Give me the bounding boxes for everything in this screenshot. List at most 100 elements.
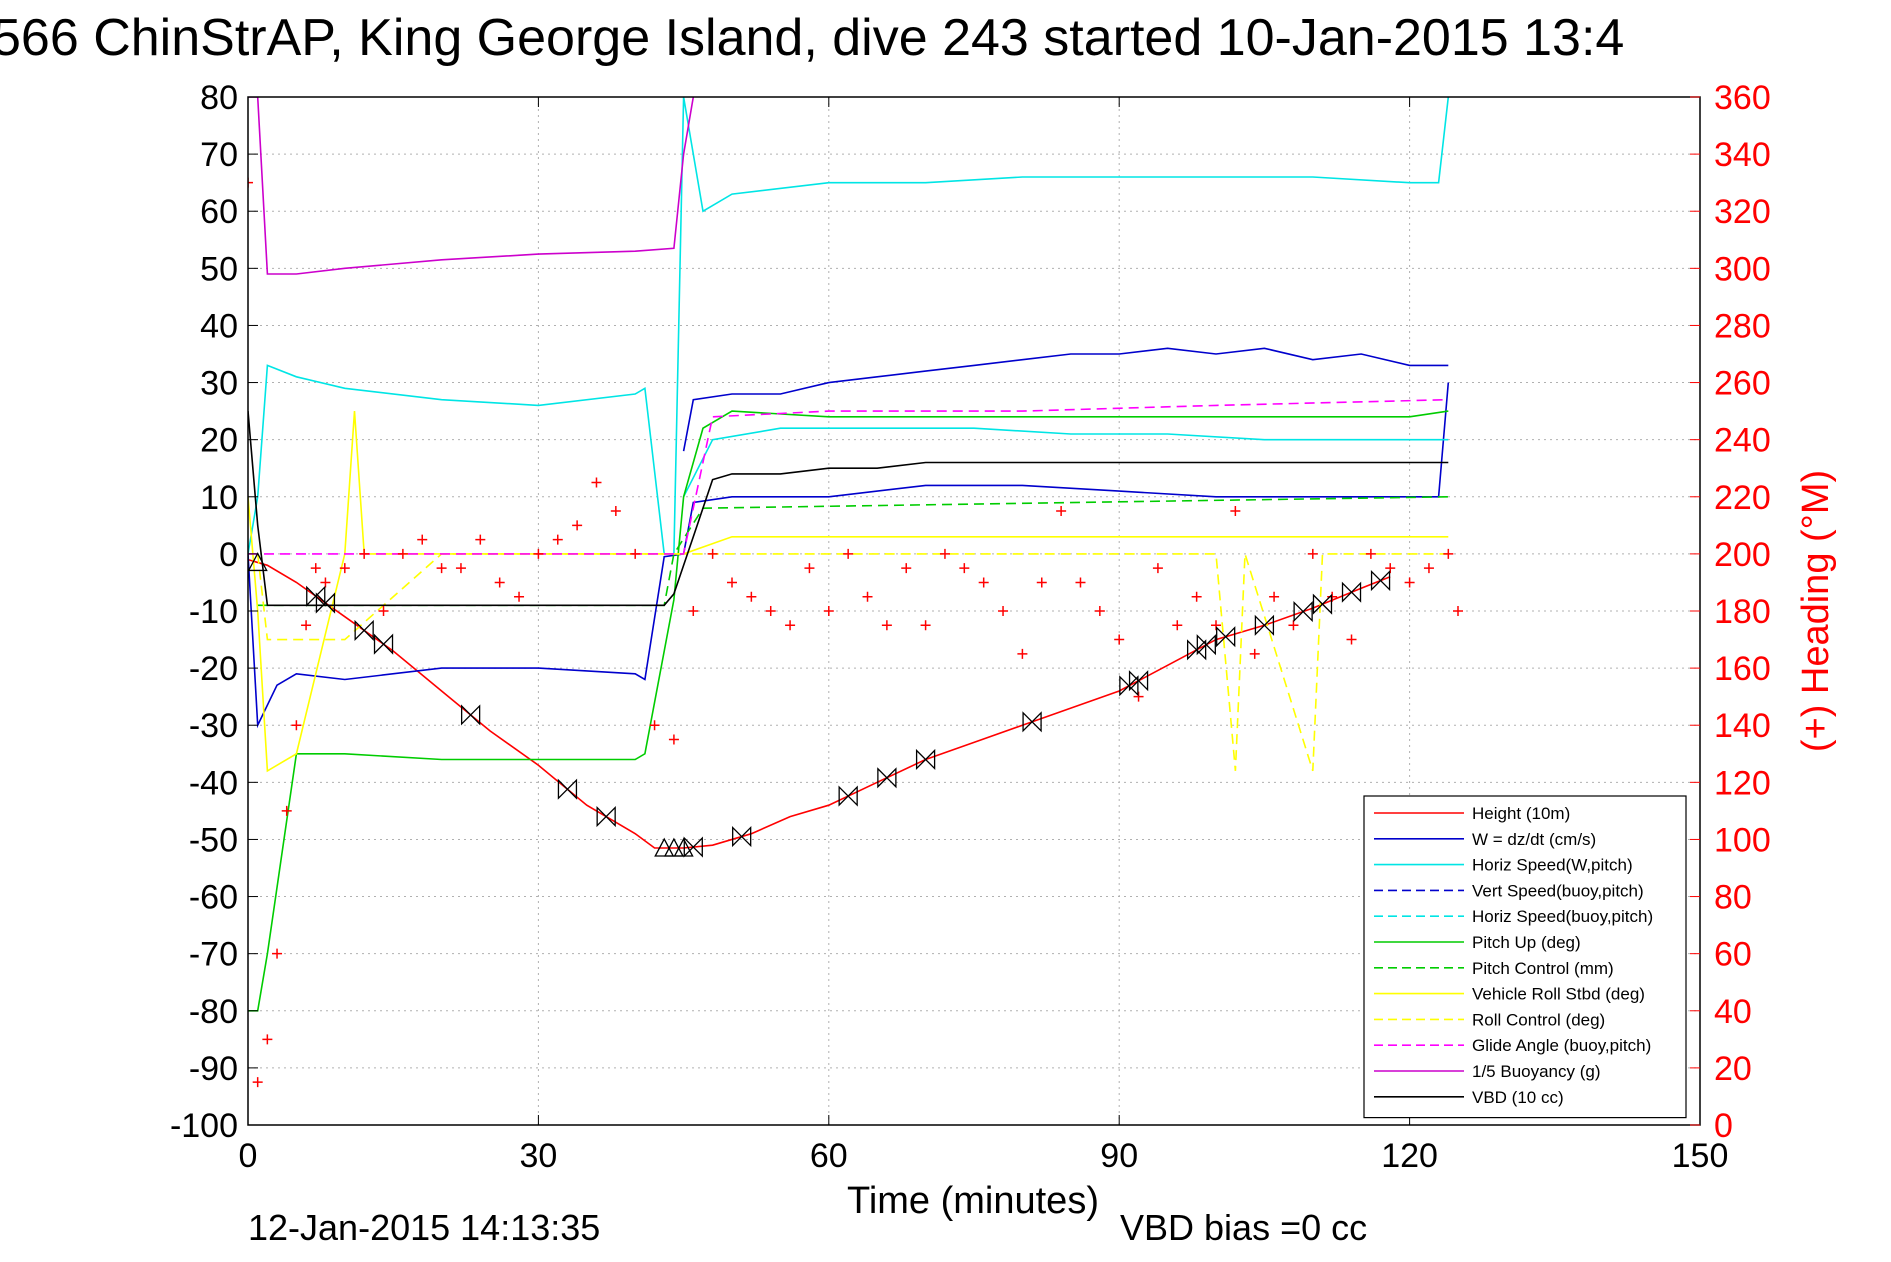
heading-point	[901, 563, 912, 574]
bowtie-marker	[915, 748, 936, 771]
series-layer	[248, 97, 1463, 1088]
heading-point	[252, 1077, 263, 1088]
heading-point	[262, 1034, 273, 1045]
y-tick-label: -20	[189, 650, 238, 688]
series-roll-control-deg	[256, 553, 1449, 772]
y-tick-label: -70	[189, 936, 238, 974]
bowtie-marker	[1196, 634, 1216, 656]
x-tick-label: 90	[1100, 1137, 1138, 1175]
heading-point	[959, 563, 970, 574]
heading-point	[475, 534, 486, 545]
heading-point	[785, 620, 796, 631]
right-tick-label: 280	[1714, 307, 1771, 345]
heading-point	[765, 606, 776, 616]
bowtie-marker	[732, 826, 752, 848]
heading-point	[591, 477, 602, 488]
heading-point	[572, 520, 583, 531]
series-horiz-speed-w-pitch	[248, 97, 1450, 555]
x-tick-label: 120	[1381, 1137, 1438, 1175]
y-tick-label: 50	[200, 250, 238, 288]
y-tick-label: -60	[189, 879, 238, 917]
heading-point	[533, 548, 544, 559]
y-tick-label: 60	[200, 193, 238, 231]
heading-point	[1423, 563, 1434, 574]
heading-point	[1327, 591, 1338, 602]
x-tick-label: 150	[1672, 1137, 1729, 1175]
x-tick-label: 60	[810, 1137, 848, 1175]
y-tick-label: -10	[189, 593, 238, 631]
heading-point	[301, 620, 312, 631]
footer-date: 12-Jan-2015 14:13:35	[248, 1207, 600, 1248]
heading-point	[359, 548, 370, 559]
right-tick-label: 240	[1714, 422, 1771, 460]
y-tick-label: 40	[200, 307, 238, 345]
legend-label: Vehicle Roll Stbd (deg)	[1472, 985, 1645, 1004]
legend-label: Horiz Speed(buoy,pitch)	[1472, 907, 1653, 926]
legend-box	[1363, 795, 1687, 1119]
series-w-dz-dt-cm-s	[248, 382, 1450, 729]
right-tick-label: 40	[1714, 993, 1752, 1031]
heading-point	[272, 948, 283, 959]
y-tick-label: 70	[200, 136, 238, 174]
heading-point	[1288, 620, 1299, 631]
heading-point	[630, 548, 641, 559]
heading-point	[514, 591, 525, 602]
triangle-marker	[248, 552, 268, 572]
right-tick-label: 300	[1714, 250, 1771, 288]
heading-point	[291, 720, 302, 731]
x-tick-label: 30	[519, 1137, 557, 1175]
heading-point	[1307, 548, 1318, 559]
heading-point	[1385, 563, 1396, 574]
y-tick-label: -30	[189, 707, 238, 745]
bowtie-marker	[315, 592, 336, 614]
series-height-10m	[248, 558, 1391, 849]
y-tick-label: 30	[200, 365, 238, 403]
legend-label: W = dz/dt (cm/s)	[1472, 830, 1596, 849]
y-tick-label: -50	[189, 821, 238, 859]
bowtie-marker	[877, 767, 897, 789]
right-tick-label: 0	[1714, 1107, 1733, 1145]
y-tick-label: 10	[200, 479, 238, 517]
right-tick-label: 320	[1714, 193, 1771, 231]
right-tick-label: 80	[1714, 879, 1752, 917]
right-axis-label: (+) Heading (°M)	[1795, 470, 1837, 752]
legend-label: Glide Angle (buoy,pitch)	[1472, 1036, 1651, 1055]
series-pitch-up-deg	[248, 410, 1449, 1012]
y-tick-label: -80	[189, 993, 238, 1031]
heading-point	[1230, 506, 1241, 517]
heading-point	[707, 548, 718, 559]
right-tick-label: 220	[1714, 479, 1771, 517]
x-tick-label: 0	[239, 1137, 258, 1175]
heading-point	[552, 534, 563, 545]
heading-point	[1249, 648, 1260, 659]
heading-point	[320, 577, 331, 588]
heading-point	[494, 577, 505, 588]
heading-point	[436, 563, 447, 574]
heading-point	[920, 620, 931, 631]
heading-point	[1346, 634, 1357, 645]
heading-point	[1443, 548, 1454, 559]
right-tick-label: 120	[1714, 764, 1771, 802]
legend-label: Vert Speed(buoy,pitch)	[1472, 881, 1644, 900]
right-tick-label: 200	[1714, 536, 1771, 574]
heading-point	[939, 548, 950, 559]
heading-point	[1017, 648, 1028, 659]
heading-point	[823, 606, 834, 616]
bowtie-marker	[1216, 626, 1236, 648]
heading-point	[862, 591, 873, 602]
bowtie-marker	[683, 836, 703, 858]
heading-point	[248, 177, 253, 188]
heading-point	[1094, 606, 1105, 616]
bowtie-marker	[373, 633, 394, 655]
y-tick-label: 80	[200, 79, 238, 117]
series-horiz-speed-lower	[682, 427, 1449, 498]
heading-point	[1191, 591, 1202, 602]
chart-title: 566 ChinStrAP, King George Island, dive …	[0, 9, 1624, 67]
heading-point	[1211, 620, 1221, 631]
heading-point	[649, 720, 660, 731]
series-pitch-control-mm	[257, 496, 1449, 607]
heading-point	[978, 577, 989, 588]
series-vbd-10-cc	[248, 411, 1449, 607]
heading-point	[1404, 577, 1415, 588]
